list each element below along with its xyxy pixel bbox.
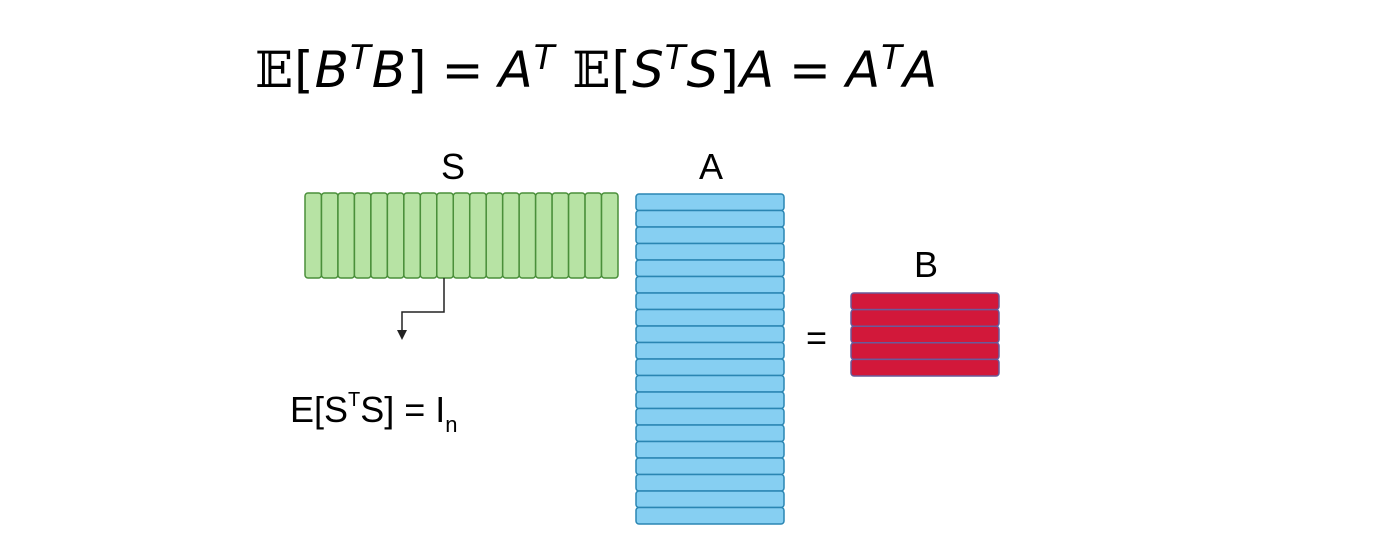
- a-row: [635, 341, 785, 360]
- b-row: [850, 308, 1000, 327]
- s-column: [485, 192, 504, 279]
- a-row: [635, 374, 785, 393]
- a-row: [635, 407, 785, 426]
- matrix-a-label: A: [698, 146, 723, 187]
- a-row: [635, 275, 785, 294]
- b-row: [850, 292, 1000, 311]
- matrix-b: [850, 292, 1000, 377]
- a-row: [635, 457, 785, 476]
- s-column: [551, 192, 570, 279]
- var-a: A: [498, 41, 534, 99]
- a-row: [635, 193, 785, 212]
- b-row: [850, 342, 1000, 361]
- b-row: [850, 325, 1000, 344]
- a-row: [635, 259, 785, 278]
- connector-arrow: [397, 278, 445, 340]
- s-column: [452, 192, 471, 279]
- var-s: S: [632, 41, 665, 99]
- transpose: T: [349, 38, 372, 78]
- s-column: [518, 192, 537, 279]
- a-row: [635, 506, 785, 525]
- s-column: [567, 192, 586, 279]
- a-row: [635, 292, 785, 311]
- a-row: [635, 440, 785, 459]
- s-column: [468, 192, 487, 279]
- expectation-symbol: 𝔼: [572, 41, 612, 99]
- var-b: B: [371, 41, 408, 99]
- a-row: [635, 325, 785, 344]
- a-row: [635, 226, 785, 245]
- s-column: [370, 192, 389, 279]
- matrix-s-label: S: [440, 146, 465, 187]
- a-row: [635, 308, 785, 327]
- a-row: [635, 358, 785, 377]
- equals: =: [789, 41, 832, 99]
- s-column: [584, 192, 603, 279]
- s-column: [353, 192, 372, 279]
- expectation-identity-note: E[STS] = In: [290, 380, 458, 445]
- equals: =: [441, 41, 485, 99]
- var-a: A: [845, 41, 882, 99]
- s-column: [600, 192, 619, 279]
- var-a: A: [902, 41, 939, 99]
- a-row: [635, 473, 785, 492]
- var-a: A: [739, 41, 776, 99]
- connector-line: [401, 278, 445, 332]
- equals-sign: =: [806, 317, 828, 358]
- s-column: [403, 192, 422, 279]
- a-row: [635, 242, 785, 261]
- transpose: T: [533, 38, 556, 78]
- s-column: [337, 192, 356, 279]
- a-row: [635, 391, 785, 410]
- bracket: [: [611, 41, 633, 99]
- note-prefix: E[S: [290, 389, 349, 430]
- s-column: [304, 192, 323, 279]
- var-s: S: [686, 41, 720, 99]
- a-row: [635, 424, 785, 443]
- s-column: [419, 192, 438, 279]
- transpose: T: [664, 38, 687, 78]
- a-row: [635, 209, 785, 228]
- matrix-b-label: B: [913, 244, 938, 285]
- b-row: [850, 358, 1000, 377]
- matrix-s: [304, 192, 619, 279]
- note-subscript: n: [445, 412, 458, 437]
- s-column: [534, 192, 553, 279]
- note-transpose: T: [348, 389, 361, 411]
- bracket: ]: [407, 41, 428, 99]
- s-column: [501, 192, 520, 279]
- expectation-symbol: 𝔼: [255, 41, 295, 99]
- note-middle: S] = I: [360, 389, 446, 430]
- s-column: [436, 192, 455, 279]
- s-column: [320, 192, 339, 279]
- var-b: B: [314, 41, 350, 99]
- bracket: [: [294, 41, 315, 99]
- matrix-a: [635, 193, 785, 525]
- arrow-head: [397, 330, 407, 340]
- a-row: [635, 490, 785, 509]
- expectation-formula: 𝔼[BTB] = AT 𝔼[STS]A = ATA: [255, 28, 938, 99]
- s-column: [386, 192, 405, 279]
- transpose: T: [881, 38, 903, 78]
- bracket: ]: [719, 41, 740, 99]
